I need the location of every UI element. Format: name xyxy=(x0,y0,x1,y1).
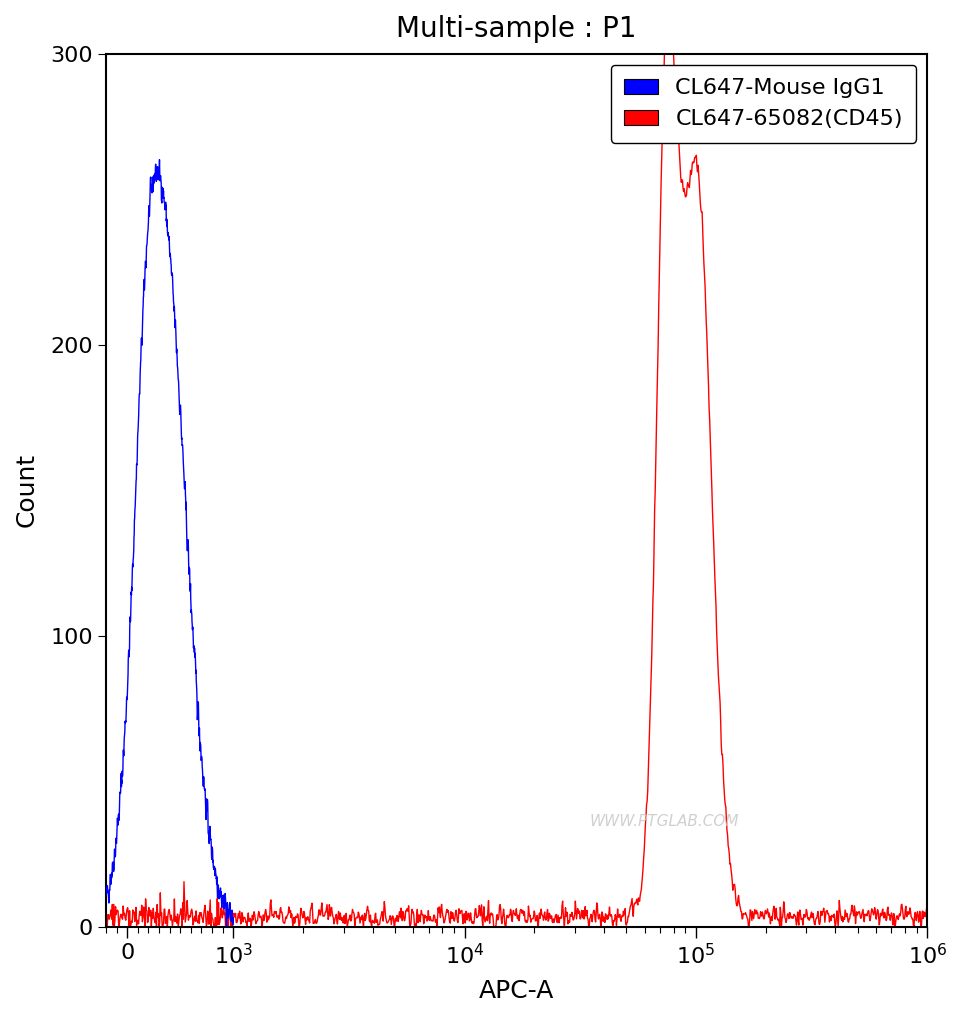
Y-axis label: Count: Count xyxy=(15,453,39,527)
X-axis label: APC-A: APC-A xyxy=(479,979,554,1003)
Legend: CL647-Mouse IgG1, CL647-65082(CD45): CL647-Mouse IgG1, CL647-65082(CD45) xyxy=(610,65,915,143)
Title: Multi-sample : P1: Multi-sample : P1 xyxy=(396,15,636,43)
Text: WWW.PTGLAB.COM: WWW.PTGLAB.COM xyxy=(589,814,738,830)
